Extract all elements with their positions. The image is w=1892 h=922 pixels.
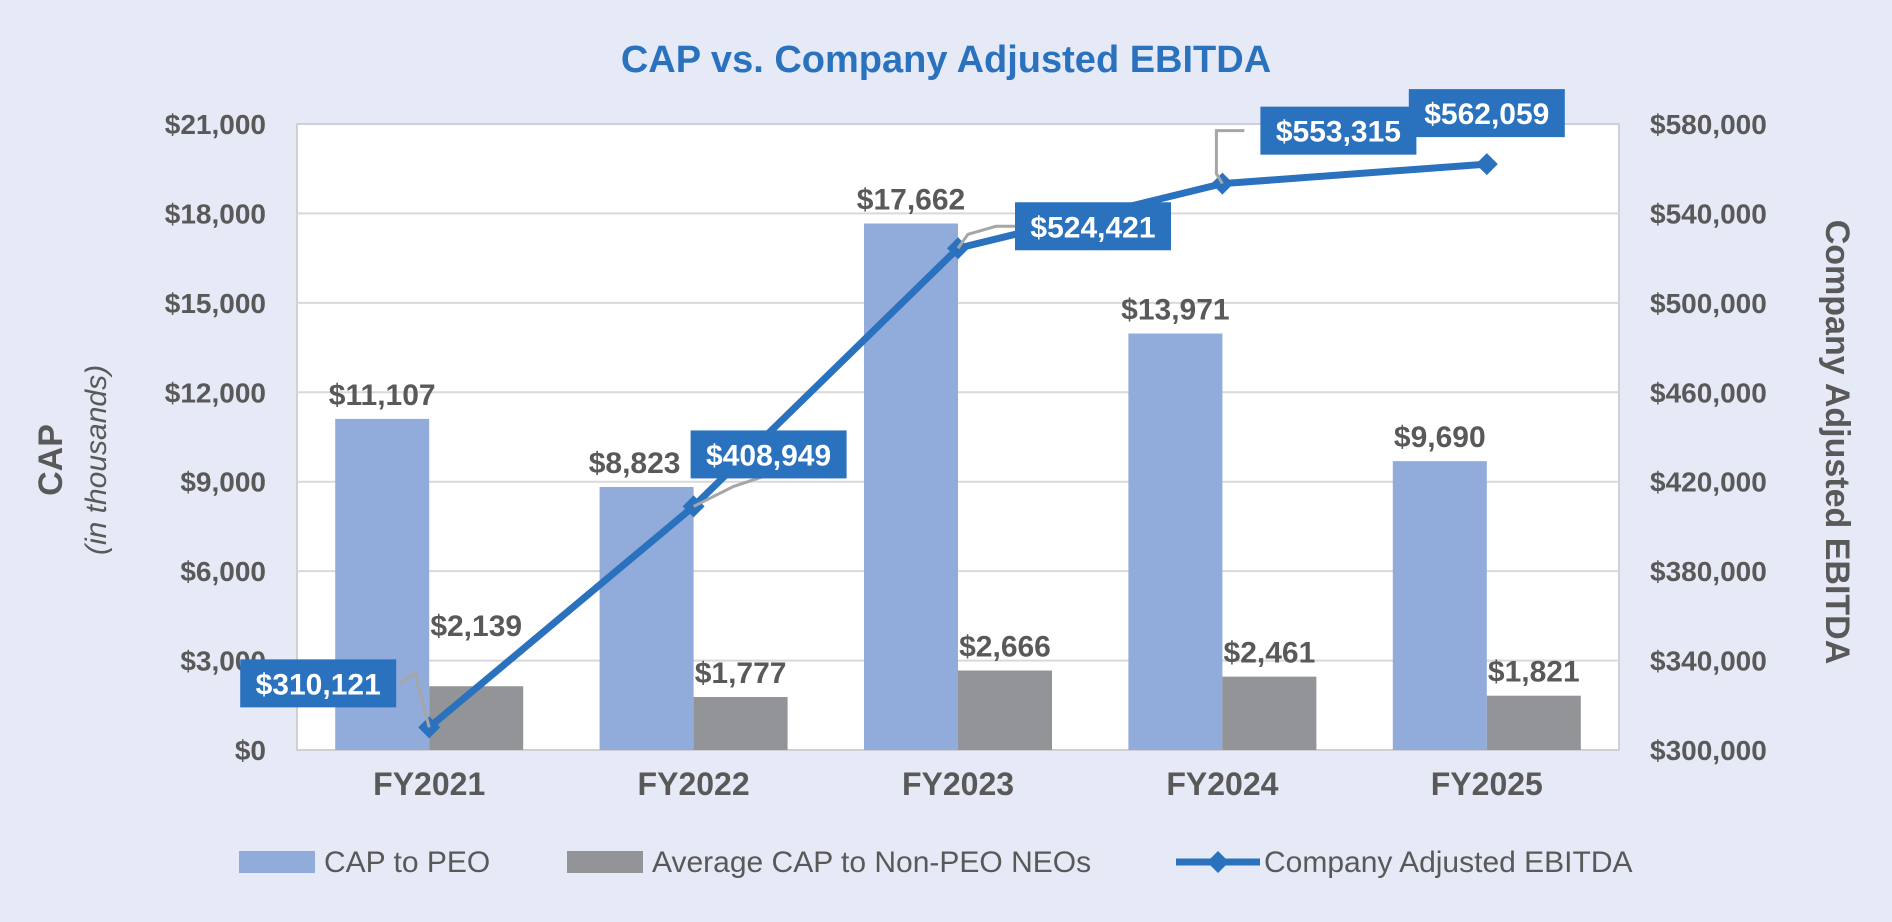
callout-leader [956, 224, 1016, 250]
right-axis-title: Company Adjusted EBITDA [1818, 220, 1856, 665]
callout-leader [1214, 129, 1245, 185]
legend-swatch-ebitda-marker [1207, 851, 1229, 873]
callout-leader [398, 671, 431, 728]
callout-box [1015, 202, 1171, 251]
bar-label-cap-to-peo: $9,690 [1394, 421, 1486, 454]
bar-label-cap-to-peo: $17,662 [857, 184, 965, 217]
legend-label-ebitda: Company Adjusted EBITDA [1264, 846, 1633, 879]
right-axis-label: Company Adjusted EBITDA [1818, 220, 1856, 665]
bar-avg-cap-non-peo [1222, 676, 1317, 750]
bars [335, 223, 1581, 750]
right-tick-label: $300,000 [1650, 735, 1767, 766]
right-tick-label: $380,000 [1650, 556, 1767, 587]
bar-label-cap-to-peo: $8,823 [589, 447, 681, 480]
left-tick-label: $15,000 [165, 288, 266, 319]
callout-label-ebitda: $310,121 [256, 668, 381, 701]
bar-label-cap-to-peo: $11,107 [329, 379, 436, 412]
right-tick-label: $340,000 [1650, 646, 1767, 677]
callout-label-ebitda: $408,949 [706, 439, 831, 472]
bar-avg-cap-non-peo [693, 697, 788, 750]
left-tick-label: $18,000 [165, 198, 266, 229]
left-axis-label: CAP (in thousands) [32, 365, 113, 555]
ebitda-callouts: $310,121 $408,949 $524,421 $553,315 $562,059 [240, 89, 1565, 728]
ebitda-marker [1475, 153, 1498, 176]
callout-box [1408, 89, 1565, 138]
callout-label-ebitda: $553,315 [1276, 116, 1401, 149]
callout-box [1260, 106, 1417, 155]
legend-swatch-cap-to-peo [239, 851, 315, 873]
bar-cap-to-peo [1128, 333, 1223, 750]
bar-avg-cap-non-peo [958, 670, 1052, 750]
right-tick-label: $420,000 [1650, 467, 1767, 498]
right-tick-label: $460,000 [1650, 377, 1767, 408]
bar-label-avg-cap-non-peo: $2,139 [430, 610, 522, 643]
legend-label-cap-to-peo: CAP to PEO [324, 846, 490, 879]
left-axis-title: CAP [32, 424, 70, 496]
bar-label-avg-cap-non-peo: $1,821 [1488, 656, 1580, 689]
left-tick-label: $0 [235, 735, 266, 766]
legend-swatch-avg-cap-non-peo [567, 851, 643, 873]
bar-label-avg-cap-non-peo: $2,666 [959, 631, 1051, 664]
bar-cap-to-peo [864, 223, 958, 750]
bar-label-cap-to-peo: $13,971 [1121, 294, 1229, 327]
bar-label-avg-cap-non-peo: $2,461 [1224, 637, 1316, 670]
callout-box [690, 430, 847, 479]
category-label: FY2021 [373, 766, 485, 802]
left-tick-label: $6,000 [180, 556, 266, 587]
bar-cap-to-peo [599, 486, 694, 750]
left-tick-label: $21,000 [165, 109, 266, 140]
bar-label-avg-cap-non-peo: $1,777 [695, 657, 787, 690]
legend-label-avg-cap-non-peo: Average CAP to Non-PEO NEOs [652, 846, 1091, 879]
left-axis-subtitle: (in thousands) [80, 365, 113, 555]
callout-label-ebitda: $562,059 [1424, 98, 1549, 131]
bar-avg-cap-non-peo [1486, 695, 1581, 750]
right-tick-label: $540,000 [1650, 198, 1767, 229]
category-label: FY2022 [638, 766, 750, 802]
bar-cap-to-peo [1392, 461, 1487, 750]
category-label: FY2023 [902, 766, 1014, 802]
category-label: FY2025 [1431, 766, 1543, 802]
right-tick-label: $580,000 [1650, 109, 1767, 140]
left-tick-label: $9,000 [180, 467, 266, 498]
legend: CAP to PEO Average CAP to Non-PEO NEOs Com… [239, 846, 1633, 879]
callout-box [240, 659, 397, 708]
chart-title: CAP vs. Company Adjusted EBITDA [621, 39, 1271, 81]
category-label: FY2024 [1166, 766, 1278, 802]
callout-label-ebitda: $524,421 [1030, 211, 1155, 244]
left-tick-label: $12,000 [165, 377, 266, 408]
right-tick-label: $500,000 [1650, 288, 1767, 319]
